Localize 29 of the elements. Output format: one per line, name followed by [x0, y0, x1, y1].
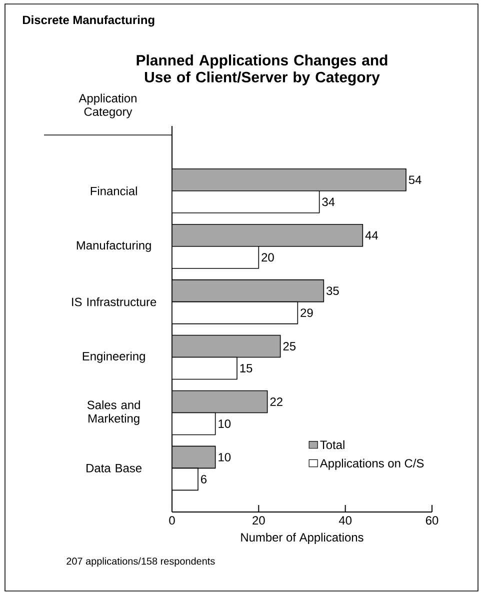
y-tick-label: IS Infrastructure	[72, 297, 156, 306]
data-label: 25	[283, 342, 296, 350]
data-label: 10	[218, 452, 231, 462]
x-tick-label: 20	[252, 516, 265, 525]
legend-label: Applications on C/S	[320, 458, 424, 470]
data-label: 10	[218, 419, 231, 428]
y-tick-label: Data Base	[86, 464, 142, 472]
y-axis-title: Application Category	[78, 94, 136, 118]
data-label: 6	[201, 474, 207, 484]
legend-label: Total	[320, 440, 344, 450]
y-tick-label: Engineering	[82, 352, 145, 363]
data-label: 29	[300, 308, 313, 318]
chart-subtitle: Discrete Manufacturing	[22, 15, 154, 27]
x-axis-title: Number of Applications	[241, 532, 364, 544]
y-tick-label: Sales and Marketing	[87, 400, 140, 426]
data-label: 20	[262, 253, 274, 262]
chart-title: Planned Applications Changes and Use of Client/Server by Category	[136, 54, 388, 86]
x-tick-label: 40	[338, 516, 352, 525]
y-tick-label: Manufacturing	[76, 240, 151, 252]
y-tick-label: Financial	[90, 186, 137, 196]
x-tick-label: 0	[169, 516, 175, 525]
data-label: 34	[322, 198, 335, 206]
x-tick-label: 60	[426, 516, 438, 525]
data-label: 22	[270, 398, 282, 406]
data-label: 54	[408, 176, 422, 184]
data-label: 15	[240, 364, 252, 372]
data-label: 44	[365, 231, 378, 240]
data-label: 35	[326, 286, 339, 296]
text: 207 applications/158 respondents	[66, 557, 215, 567]
